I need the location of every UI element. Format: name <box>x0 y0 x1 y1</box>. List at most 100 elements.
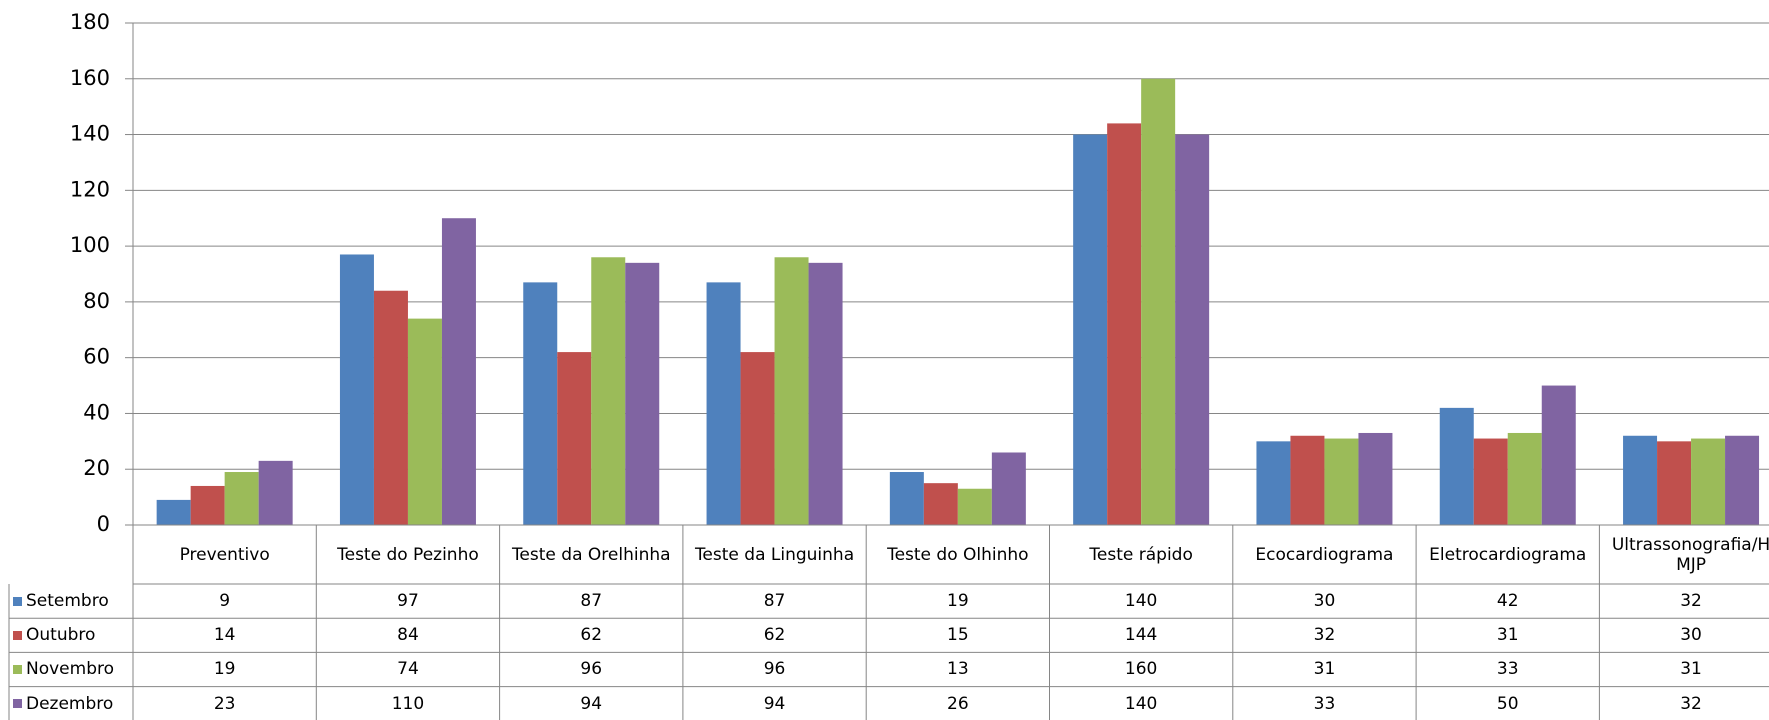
table-value: 74 <box>397 659 419 680</box>
y-tick-label: 160 <box>70 66 110 90</box>
bar <box>224 472 259 525</box>
bar <box>1473 438 1508 525</box>
table-value: 26 <box>947 693 969 714</box>
bar <box>1107 123 1142 526</box>
bar <box>923 483 958 525</box>
table-value: 62 <box>580 625 603 646</box>
y-tick-label: 80 <box>83 289 110 313</box>
table-value: 23 <box>213 693 236 714</box>
bar <box>889 472 924 525</box>
y-tick-label: 140 <box>70 122 110 146</box>
y-tick-label: 40 <box>83 400 110 424</box>
bar <box>625 262 660 525</box>
table-value: 96 <box>763 659 786 680</box>
table-value: 31 <box>1680 659 1702 680</box>
y-tick-label: 0 <box>97 512 110 536</box>
bar <box>591 257 626 525</box>
category-label: Teste do Olhinho <box>887 544 1029 565</box>
table-value: 94 <box>763 693 786 714</box>
bar <box>1657 441 1692 525</box>
bar <box>557 352 592 525</box>
bar <box>957 488 992 525</box>
bar <box>991 452 1026 525</box>
table-value: 140 <box>1124 591 1158 612</box>
table-value: 31 <box>1313 659 1336 680</box>
legend-swatch <box>13 699 22 709</box>
table-value: 84 <box>397 625 419 646</box>
bar <box>190 485 225 525</box>
table-value: 160 <box>1124 659 1158 680</box>
y-tick-label: 180 <box>70 10 110 34</box>
table-value: 32 <box>1680 591 1702 612</box>
legend-label: Setembro <box>26 591 109 612</box>
y-tick-label: 20 <box>83 456 110 480</box>
bar <box>407 318 442 525</box>
y-tick-label: 60 <box>83 345 110 369</box>
category-label: Teste rápido <box>1089 544 1193 565</box>
category-label: Ecocardiograma <box>1255 544 1394 565</box>
bar <box>1141 78 1176 526</box>
category-label: Teste da Linguinha <box>694 544 855 565</box>
table-value: 97 <box>397 591 419 612</box>
bar <box>258 460 293 525</box>
bar <box>1623 435 1658 525</box>
category-label: Teste da Orelhinha <box>511 544 671 565</box>
table-value: 140 <box>1124 693 1158 714</box>
bar <box>373 290 408 525</box>
table-value: 13 <box>947 659 969 680</box>
legend-swatch <box>13 630 22 640</box>
bar <box>1725 435 1760 525</box>
category-label: Ultrassonografia/H MJP <box>1611 534 1769 575</box>
table-value: 33 <box>1496 659 1519 680</box>
table-value: 87 <box>580 591 603 612</box>
table-value: 62 <box>763 625 786 646</box>
table-value: 30 <box>1680 625 1702 646</box>
table-value: 31 <box>1496 625 1519 646</box>
bar <box>1358 432 1393 525</box>
table-value: 33 <box>1313 693 1336 714</box>
bar <box>740 352 775 525</box>
bar <box>1324 438 1359 525</box>
legend-entry: Dezembro <box>9 687 133 720</box>
bar <box>1175 134 1210 526</box>
bar <box>1439 407 1474 525</box>
bar <box>339 254 374 525</box>
table-value: 50 <box>1496 693 1519 714</box>
category-label: Teste do Pezinho <box>337 544 479 565</box>
table-value: 110 <box>391 693 425 714</box>
legend-entry: Outubro <box>9 618 133 652</box>
table-value: 14 <box>213 625 236 646</box>
table-value: 15 <box>947 625 969 646</box>
legend-label: Novembro <box>26 659 115 680</box>
bar <box>441 218 476 525</box>
legend-swatch <box>13 664 22 674</box>
y-tick-label: 120 <box>70 177 110 201</box>
bar <box>1256 441 1291 525</box>
bar <box>706 282 741 525</box>
bar <box>774 257 809 525</box>
bar <box>1691 438 1726 525</box>
y-tick-label: 100 <box>70 233 110 257</box>
table-value: 9 <box>219 591 231 612</box>
table-value: 144 <box>1124 625 1158 646</box>
legend-label: Outubro <box>26 625 96 646</box>
bar <box>808 262 843 525</box>
bar <box>1290 435 1325 525</box>
table-value: 87 <box>763 591 786 612</box>
table-value: 19 <box>947 591 969 612</box>
legend-swatch <box>13 596 22 606</box>
table-value: 94 <box>580 693 603 714</box>
table-value: 32 <box>1680 693 1702 714</box>
category-label: Eletrocardiograma <box>1429 544 1587 565</box>
table-value: 96 <box>580 659 603 680</box>
bar <box>156 499 191 525</box>
legend-label: Dezembro <box>26 693 114 714</box>
table-value: 32 <box>1313 625 1336 646</box>
category-label: Preventivo <box>179 544 270 565</box>
legend-entry: Setembro <box>9 584 133 618</box>
table-value: 42 <box>1496 591 1519 612</box>
bar <box>1507 432 1542 525</box>
table-value: 19 <box>213 659 236 680</box>
